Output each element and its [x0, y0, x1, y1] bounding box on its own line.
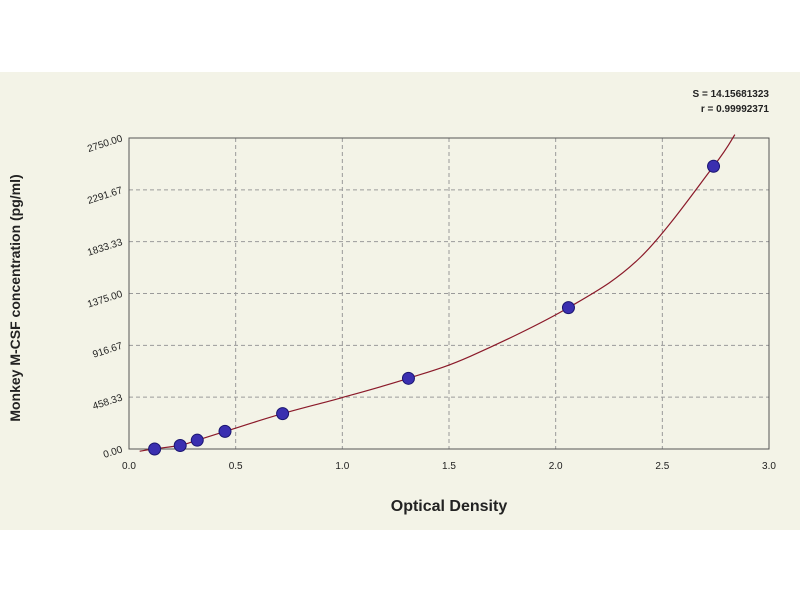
- tick-labels: 0.0 0.5 1.0 1.5 2.0 2.5 3.0 0.00 458.33 916.67 137…: [86, 133, 776, 472]
- data-points: [148, 159, 721, 456]
- fit-curve: [139, 134, 736, 452]
- stat-s: S = 14.15681323: [693, 89, 770, 100]
- data-point: [561, 301, 575, 315]
- plot-frame: [128, 137, 770, 450]
- data-point: [173, 438, 187, 452]
- x-tick-label: 2.5: [655, 461, 669, 472]
- data-point: [148, 442, 162, 456]
- y-tick-label: 1375.00: [86, 289, 124, 311]
- chart-panel: [0, 72, 800, 530]
- x-axis-label: Optical Density: [391, 498, 508, 515]
- y-tick-label: 458.33: [91, 392, 124, 412]
- data-point: [276, 407, 290, 421]
- grid-lines: [129, 138, 769, 449]
- data-point: [707, 159, 721, 173]
- x-tick-label: 2.0: [549, 461, 563, 472]
- data-point: [218, 424, 232, 438]
- data-point: [401, 371, 415, 385]
- x-tick-label: 3.0: [762, 461, 776, 472]
- y-tick-label: 2291.67: [86, 185, 124, 207]
- data-point: [190, 433, 204, 447]
- x-tick-label: 0.0: [122, 461, 136, 472]
- y-tick-label: 0.00: [102, 444, 124, 461]
- x-tick-label: 1.5: [442, 461, 456, 472]
- y-tick-label: 1833.33: [86, 237, 124, 259]
- x-tick-label: 0.5: [229, 461, 243, 472]
- y-tick-label: 916.67: [91, 341, 124, 361]
- y-axis-label: Monkey M-CSF concentration (pg/ml): [7, 174, 23, 421]
- y-tick-label: 2750.00: [86, 133, 124, 155]
- stat-r: r = 0.99992371: [701, 104, 770, 115]
- x-tick-label: 1.0: [335, 461, 349, 472]
